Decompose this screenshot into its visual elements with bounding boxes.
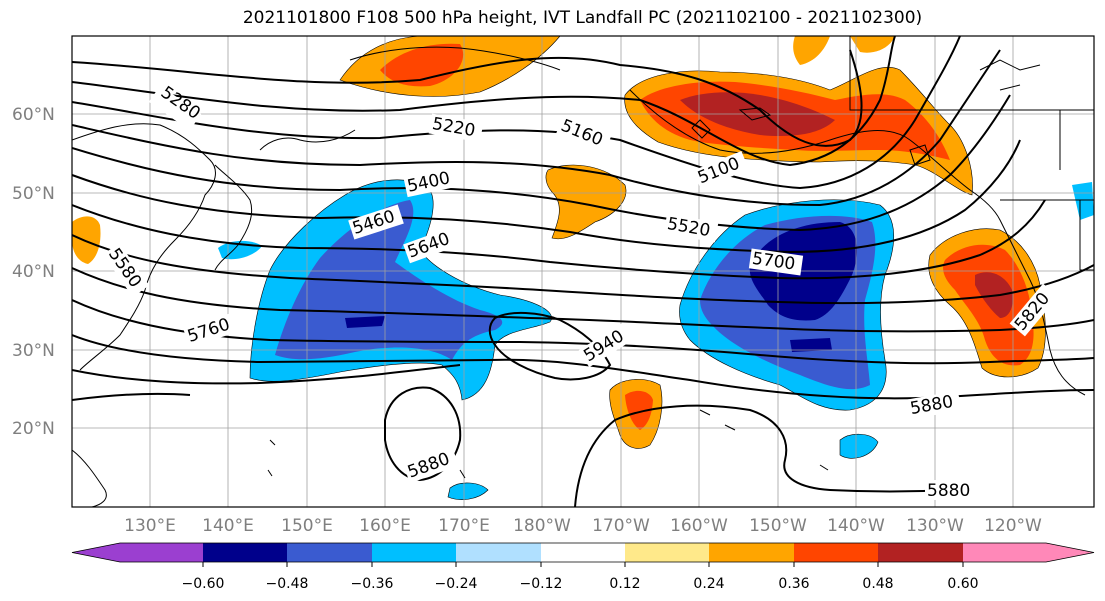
colorbar-ticks: −0.60 −0.48 −0.36 −0.24 −0.12 0.12 0.24 … xyxy=(182,576,979,592)
lat-label: 40°N xyxy=(12,262,55,282)
colorbar-tick-label: 0.24 xyxy=(693,576,724,592)
lat-label: 60°N xyxy=(12,105,55,125)
colorbar-outline xyxy=(71,542,1095,563)
lat-label: 20°N xyxy=(12,419,55,439)
lon-label: 160°W xyxy=(670,516,728,536)
negative-ivt-west-band xyxy=(218,179,552,500)
lon-label: 130°E xyxy=(124,516,176,536)
lon-label: 120°W xyxy=(984,516,1042,536)
lat-label: 50°N xyxy=(12,184,55,204)
lon-label: 150°W xyxy=(749,516,807,536)
lon-label: 140°W xyxy=(827,516,885,536)
lon-label: 160°E xyxy=(359,516,411,536)
lat-label: 30°N xyxy=(12,341,55,361)
lon-label: 140°E xyxy=(202,516,254,536)
colorbar-segment xyxy=(203,543,287,562)
colorbar-tick-label: −0.48 xyxy=(266,576,309,592)
height-contours xyxy=(72,36,1094,507)
graticule xyxy=(72,36,1094,507)
colorbar-segment xyxy=(72,543,203,562)
colorbar-tick-label: 0.36 xyxy=(778,576,809,592)
colorbar-tick-label: 0.12 xyxy=(609,576,640,592)
colorbar-segment xyxy=(287,543,372,562)
colorbar-tick-label: 0.60 xyxy=(947,576,978,592)
lon-label: 180°W xyxy=(513,516,571,536)
lon-label: 170°W xyxy=(592,516,650,536)
lon-label: 130°W xyxy=(906,516,964,536)
colorbar-tick-label: −0.60 xyxy=(182,576,225,592)
lon-label: 170°E xyxy=(438,516,490,536)
contour-label: 5880 xyxy=(927,481,970,501)
colorbar-segment xyxy=(794,543,878,562)
colorbar-segment xyxy=(456,543,541,562)
colorbar xyxy=(71,542,1095,567)
map-title: 2021101800 F108 500 hPa height, IVT Land… xyxy=(242,8,923,28)
colorbar-tick-label: 0.48 xyxy=(862,576,893,592)
colorbar-segment xyxy=(625,543,709,562)
positive-ivt-regions xyxy=(72,36,1046,449)
colorbar-segment xyxy=(372,543,456,562)
colorbar-tick-label: −0.36 xyxy=(351,576,394,592)
colorbar-segment xyxy=(878,543,963,562)
colorbar-segment xyxy=(963,543,1094,562)
colorbar-tick-label: −0.24 xyxy=(435,576,478,592)
colorbar-segment xyxy=(709,543,794,562)
latitude-labels: 60°N 50°N 40°N 30°N 20°N xyxy=(12,105,55,439)
map-frame xyxy=(71,35,1095,508)
colorbar-segment xyxy=(541,543,625,562)
lon-label: 150°E xyxy=(281,516,333,536)
longitude-labels: 130°E 140°E 150°E 160°E 170°E 180°W 170°… xyxy=(124,516,1042,536)
colorbar-tick-label: −0.12 xyxy=(520,576,563,592)
